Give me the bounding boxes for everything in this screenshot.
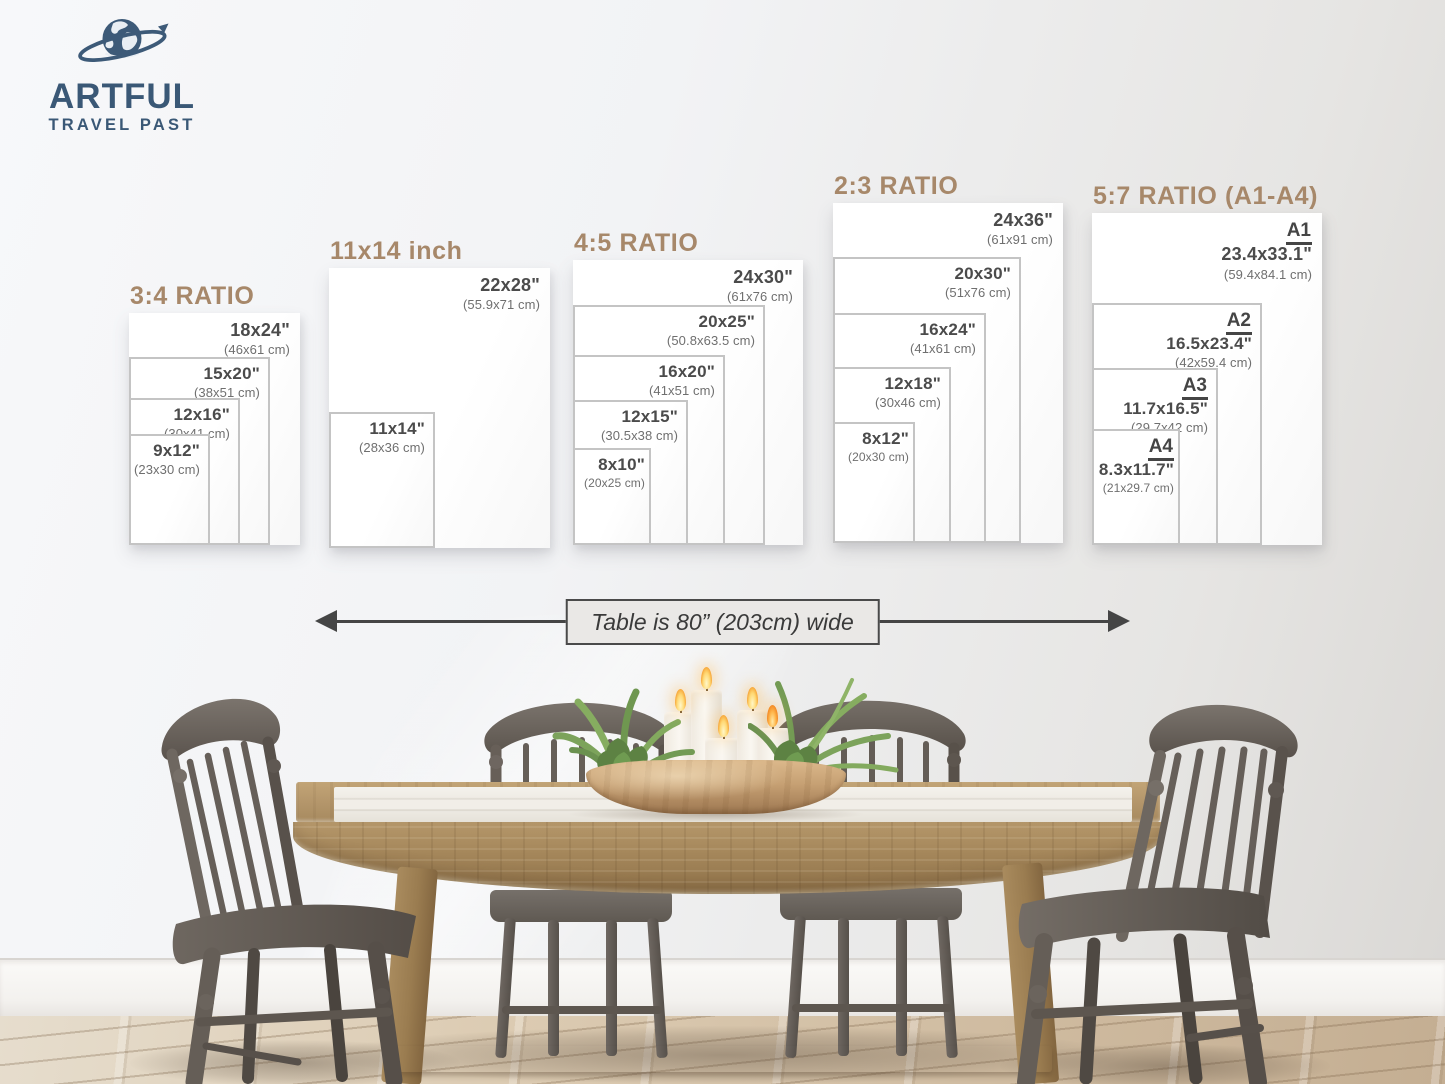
candle-flame (718, 715, 729, 737)
size-group-title: 11x14 inch (330, 237, 463, 265)
size-panel-11x14: 11x14 inch 22x28" (55.9x71 cm) 11x14" (2… (329, 237, 550, 548)
arrow-right-head (1108, 610, 1130, 632)
size-panel-3-4: 3:4 RATIO 18x24" (46x61 cm) 15x20" (38x5… (129, 282, 300, 545)
table-stretcher (388, 1046, 1052, 1072)
wooden-dough-bowl (586, 760, 846, 814)
size-label-11x14: 11x14" (28x36 cm) (358, 419, 425, 456)
size-label-20x25: 20x25" (50.8x63.5 cm) (666, 312, 755, 349)
size-label-9x12: 9x12" (23x30 cm) (133, 441, 200, 478)
size-label-12x18: 12x18" (30x46 cm) (874, 374, 941, 411)
size-label-8x10: 8x10" (20x25 cm) (583, 455, 645, 491)
size-rect-9x12: 9x12" (23x30 cm) (129, 434, 210, 545)
candle-flame (767, 705, 778, 727)
size-label-16x20: 16x20" (41x51 cm) (648, 362, 715, 399)
size-label-18x24: 18x24" (46x61 cm) (223, 320, 290, 358)
size-label-12x15: 12x15" (30.5x38 cm) (600, 407, 678, 444)
candle-flame (747, 687, 758, 709)
table-width-label: Table is 80” (203cm) wide (565, 599, 880, 645)
size-group-title: 4:5 RATIO (574, 229, 699, 257)
chair-front-right (1017, 704, 1298, 1084)
brand-name: ARTFUL (49, 77, 195, 116)
size-panel-2-3: 2:3 RATIO 24x36" (61x91 cm) 20x30" (51x7… (833, 172, 1063, 543)
brand-logo: ARTFUL TRAVEL PAST (34, 10, 210, 135)
size-label-16x24: 16x24" (41x61 cm) (909, 320, 976, 357)
brand-subname: TRAVEL PAST (48, 116, 196, 134)
size-group-title: 3:4 RATIO (130, 282, 255, 310)
size-group-title: 2:3 RATIO (834, 172, 959, 200)
candle-flame (675, 689, 686, 711)
size-label-24x30: 24x30" (61x76 cm) (726, 267, 793, 305)
size-rect-11x14: 11x14" (28x36 cm) (329, 412, 435, 548)
size-label-24x36: 24x36" (61x91 cm) (986, 210, 1053, 248)
size-label-a4: A4 8.3x11.7" (21x29.7 cm) (1098, 436, 1174, 496)
size-label-8x12: 8x12" (20x30 cm) (847, 429, 909, 465)
size-group-title: 5:7 RATIO (A1-A4) (1093, 182, 1319, 210)
arrow-left-head (315, 610, 337, 632)
bowl-shadow (566, 806, 866, 822)
size-panel-4-5: 4:5 RATIO 24x30" (61x76 cm) 20x25" (50.8… (573, 229, 803, 545)
table-width-annotation: Table is 80” (203cm) wide (315, 598, 1130, 648)
size-label-a1: A1 23.4x33.1" (59.4x84.1 cm) (1221, 220, 1312, 282)
candle-flame (701, 667, 712, 689)
size-rect-a4: A4 8.3x11.7" (21x29.7 cm) (1092, 429, 1180, 545)
table-shadow (330, 1026, 1120, 1084)
size-rect-8x10: 8x10" (20x25 cm) (573, 448, 651, 545)
size-label-a3: A3 11.7x16.5" (29.7x42 cm) (1123, 375, 1208, 436)
size-label-a2: A2 16.5x23.4" (42x59.4 cm) (1166, 310, 1252, 371)
baseboard (0, 958, 1445, 1018)
size-label-20x30: 20x30" (51x76 cm) (944, 264, 1011, 301)
globe-orbit-icon (78, 19, 169, 62)
size-label-15x20: 15x20" (38x51 cm) (193, 364, 260, 401)
size-rect-8x12: 8x12" (20x30 cm) (833, 422, 915, 543)
size-label-22x28: 22x28" (55.9x71 cm) (462, 275, 540, 313)
chair-front-left (161, 698, 416, 1084)
size-panel-5-7: 5:7 RATIO (A1-A4) A1 23.4x33.1" (59.4x84… (1092, 182, 1322, 545)
